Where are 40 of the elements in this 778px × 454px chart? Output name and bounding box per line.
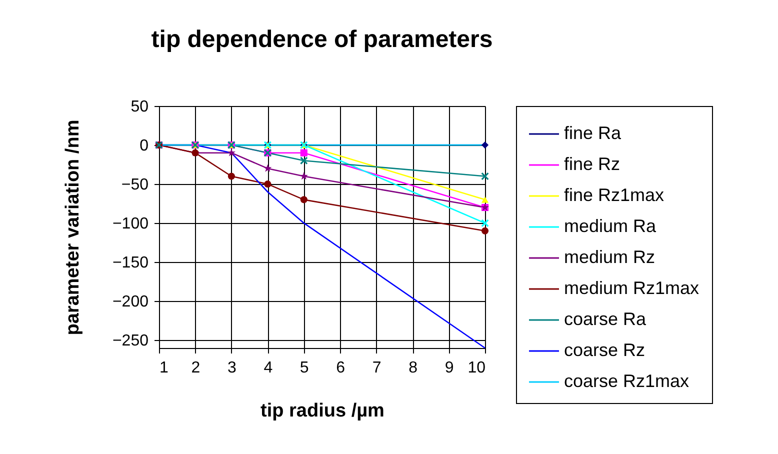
point xyxy=(228,172,235,180)
point xyxy=(264,180,272,188)
x-tick-label: 3 xyxy=(227,360,236,376)
legend-label: fine Ra xyxy=(564,123,622,143)
legend-label: medium Ra xyxy=(564,216,658,236)
x-tick-label: 2 xyxy=(191,360,200,376)
x-tick-label: 9 xyxy=(444,360,454,376)
point xyxy=(481,172,489,180)
point xyxy=(300,156,308,165)
x-tick-label: 10 xyxy=(468,360,486,376)
x-tick-label: 7 xyxy=(372,360,382,376)
legend-label: coarse Rz1max xyxy=(564,371,690,391)
point xyxy=(227,148,236,156)
x-tick-label: 8 xyxy=(408,360,418,376)
y-axis-title: parameter variation /nm xyxy=(62,120,84,336)
legend-label: fine Rz xyxy=(564,154,620,174)
legend-label: coarse Rz xyxy=(564,340,646,360)
point xyxy=(481,219,489,228)
point xyxy=(481,227,489,234)
x-tick-label: 1 xyxy=(160,360,168,376)
chart-title: tip dependence of parameters xyxy=(151,26,493,53)
x-tick-label: 4 xyxy=(264,360,273,376)
point xyxy=(264,164,272,172)
point xyxy=(300,196,308,204)
legend-label: medium Rz xyxy=(564,247,656,267)
x-tick-label: 5 xyxy=(300,360,309,376)
y-tick-label: −100 xyxy=(112,216,149,233)
legend-label: coarse Ra xyxy=(564,309,648,329)
y-tick-label: −250 xyxy=(112,332,149,350)
point xyxy=(481,196,489,203)
y-tick-label: 0 xyxy=(140,138,149,155)
y-tick-label: −50 xyxy=(121,176,149,194)
point xyxy=(300,172,308,180)
legend-label: fine Rz1max xyxy=(564,185,664,205)
y-tick-label: −150 xyxy=(112,254,149,272)
legend-label: medium Rz1max xyxy=(564,278,700,298)
x-axis-title: tip radius /µm xyxy=(260,400,384,422)
x-tick-label: 6 xyxy=(336,360,346,376)
y-tick-label: 50 xyxy=(130,98,149,116)
y-tick-label: −200 xyxy=(112,294,149,311)
